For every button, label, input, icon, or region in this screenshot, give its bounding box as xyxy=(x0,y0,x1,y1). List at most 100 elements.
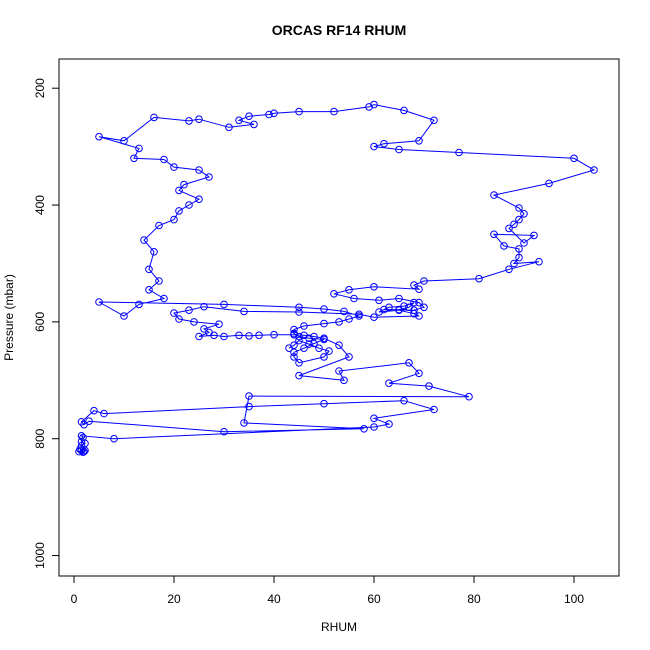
data-point xyxy=(265,110,273,119)
data-series xyxy=(75,100,598,457)
data-point xyxy=(245,402,253,411)
data-point xyxy=(335,341,343,350)
data-point xyxy=(490,230,498,239)
data-point xyxy=(370,283,378,291)
data-point xyxy=(455,148,463,157)
y-axis: 200 400 600 800 1000 xyxy=(33,78,60,569)
data-point xyxy=(150,248,158,256)
data-point xyxy=(285,344,293,353)
data-point xyxy=(100,409,108,418)
data-point xyxy=(185,117,193,125)
data-point xyxy=(505,224,513,233)
data-point xyxy=(335,318,343,326)
data-point xyxy=(77,432,86,440)
data-point xyxy=(420,277,428,285)
data-point xyxy=(175,315,183,323)
data-point xyxy=(205,173,213,181)
data-point xyxy=(395,305,403,314)
data-point xyxy=(220,332,228,341)
data-point xyxy=(215,320,223,329)
x-tick-label: 0 xyxy=(71,592,78,606)
y-axis-label: Pressure (mbar) xyxy=(2,274,16,361)
x-axis: 0 20 40 60 80 100 xyxy=(71,575,584,606)
data-point xyxy=(305,334,313,343)
data-point xyxy=(515,245,523,253)
x-tick-label: 20 xyxy=(167,592,181,606)
data-point xyxy=(295,303,303,312)
data-point xyxy=(180,180,188,189)
data-point xyxy=(320,353,328,361)
data-point xyxy=(295,371,303,380)
data-point xyxy=(500,242,508,250)
data-point xyxy=(200,302,208,311)
plot-frame xyxy=(58,58,620,577)
data-point xyxy=(380,139,388,148)
data-point xyxy=(360,425,368,433)
data-point xyxy=(245,332,253,340)
data-point xyxy=(85,417,93,426)
data-point xyxy=(120,137,128,145)
data-point xyxy=(415,137,423,145)
data-point xyxy=(175,186,183,195)
data-point xyxy=(370,313,378,322)
data-point xyxy=(320,399,328,408)
data-point xyxy=(95,298,103,306)
data-point xyxy=(395,294,403,303)
data-point xyxy=(530,231,538,240)
data-point xyxy=(570,154,578,163)
data-point xyxy=(240,419,248,427)
data-point xyxy=(270,330,278,339)
data-point xyxy=(295,336,303,345)
data-point xyxy=(145,265,153,274)
data-point xyxy=(475,274,483,283)
data-point xyxy=(175,207,183,215)
data-point xyxy=(385,420,393,428)
data-point xyxy=(225,123,233,132)
data-point xyxy=(415,285,423,294)
data-point xyxy=(80,420,88,429)
data-point xyxy=(195,195,203,203)
data-point xyxy=(135,300,143,309)
data-point xyxy=(420,303,428,312)
x-tick-label: 40 xyxy=(267,592,281,606)
data-point xyxy=(370,423,378,431)
data-point xyxy=(295,332,303,341)
x-tick-label: 100 xyxy=(564,592,584,606)
data-point xyxy=(535,257,543,266)
data-point xyxy=(110,434,118,443)
data-point xyxy=(430,405,438,414)
data-point xyxy=(255,331,263,340)
data-point xyxy=(545,179,553,188)
data-point xyxy=(235,331,243,340)
data-point xyxy=(410,306,418,315)
data-point xyxy=(320,319,328,328)
data-point xyxy=(140,236,148,244)
data-point xyxy=(520,239,528,247)
data-point xyxy=(330,107,338,116)
data-point xyxy=(120,312,128,320)
y-tick-label: 800 xyxy=(33,428,47,448)
data-point xyxy=(155,221,163,230)
data-point xyxy=(510,259,518,268)
data-point xyxy=(365,103,373,111)
data-point xyxy=(160,294,168,303)
data-point xyxy=(135,144,143,153)
data-point xyxy=(170,163,178,171)
data-point xyxy=(400,106,408,115)
data-point xyxy=(240,307,248,316)
data-point xyxy=(220,427,228,436)
data-point xyxy=(295,107,303,116)
y-tick-label: 200 xyxy=(33,78,47,98)
data-point xyxy=(385,379,393,388)
data-point xyxy=(350,294,358,303)
data-point xyxy=(415,369,423,378)
data-point xyxy=(370,100,378,109)
data-point xyxy=(345,286,353,294)
data-point xyxy=(340,376,348,385)
data-point xyxy=(515,253,523,262)
data-point xyxy=(405,359,413,367)
chart-title: ORCAS RF14 RHUM xyxy=(272,22,407,38)
data-point xyxy=(245,112,253,120)
data-point xyxy=(90,406,98,415)
data-point xyxy=(315,344,323,353)
